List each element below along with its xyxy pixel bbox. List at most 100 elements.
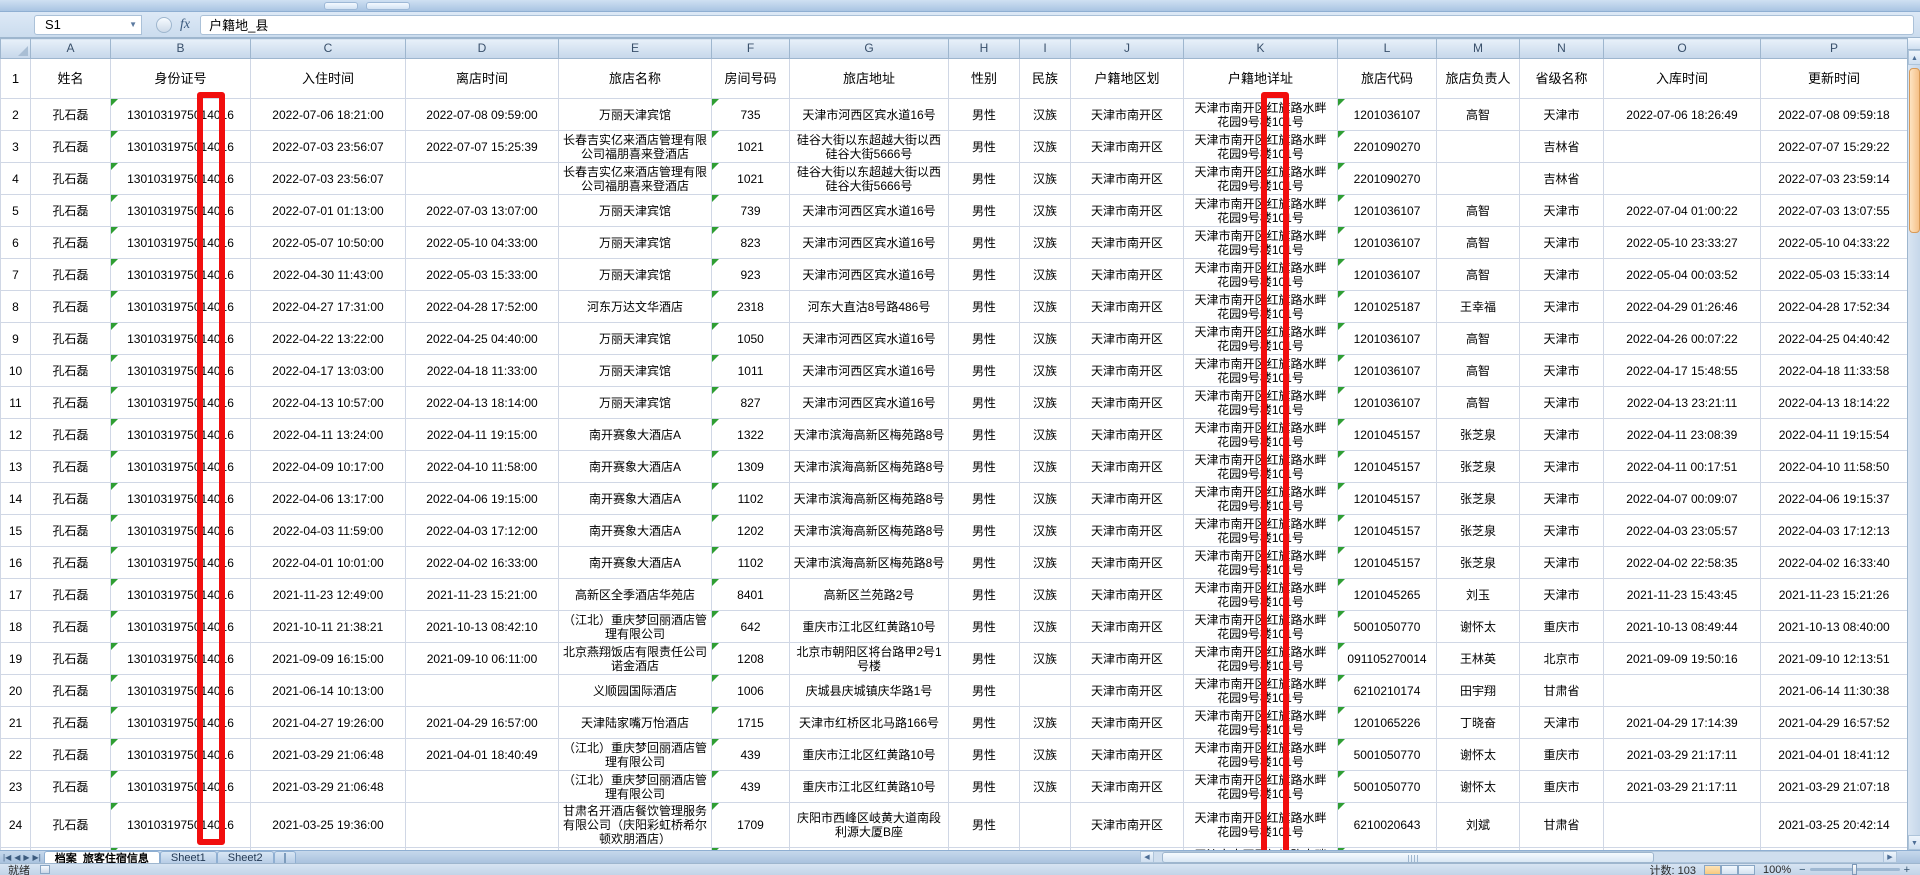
cell-A10[interactable]: 孔石磊 xyxy=(30,354,111,387)
cell-P19[interactable]: 2021-09-10 12:13:51 xyxy=(1760,642,1907,675)
cell-M15[interactable]: 张芝泉 xyxy=(1436,514,1520,547)
cell-E1[interactable]: 旅店名称 xyxy=(558,58,712,99)
cell-I22[interactable]: 汉族 xyxy=(1019,738,1071,771)
cell-O15[interactable]: 2022-04-03 23:05:57 xyxy=(1603,514,1761,547)
cell-J23[interactable]: 天津市南开区 xyxy=(1070,770,1184,803)
cell-J8[interactable]: 天津市南开区 xyxy=(1070,290,1184,323)
cell-B3[interactable]: 1301031975014016 xyxy=(110,130,251,163)
cell-N17[interactable]: 天津市 xyxy=(1519,578,1604,611)
column-header-N[interactable]: N xyxy=(1519,38,1604,59)
formula-input[interactable]: 户籍地_县 xyxy=(200,14,1914,35)
cell-A6[interactable]: 孔石磊 xyxy=(30,226,111,259)
cell-C18[interactable]: 2021-10-11 21:38:21 xyxy=(250,610,406,643)
column-header-P[interactable]: P xyxy=(1760,38,1907,59)
cell-L9[interactable]: 1201036107 xyxy=(1337,322,1437,355)
cell-G13[interactable]: 天津市滨海高新区梅苑路8号 xyxy=(789,450,949,483)
cell-K3[interactable]: 天津市南开区红旗路水畔 花园9号楼101号 xyxy=(1183,130,1338,163)
cell-H13[interactable]: 男性 xyxy=(948,450,1020,483)
cell-A3[interactable]: 孔石磊 xyxy=(30,130,111,163)
cell-D8[interactable]: 2022-04-28 17:52:00 xyxy=(405,290,559,323)
cell-F10[interactable]: 1011 xyxy=(711,354,790,387)
cell-A18[interactable]: 孔石磊 xyxy=(30,610,111,643)
cell-K16[interactable]: 天津市南开区红旗路水畔 花园9号楼101号 xyxy=(1183,546,1338,579)
cell-M18[interactable]: 谢怀太 xyxy=(1436,610,1520,643)
cell-G17[interactable]: 高新区兰苑路2号 xyxy=(789,578,949,611)
cell-M5[interactable]: 高智 xyxy=(1436,194,1520,227)
cell-O8[interactable]: 2022-04-29 01:26:46 xyxy=(1603,290,1761,323)
row-header-22[interactable]: 22 xyxy=(0,738,31,771)
cell-I13[interactable]: 汉族 xyxy=(1019,450,1071,483)
cell-D24[interactable] xyxy=(405,802,559,848)
cell-N12[interactable]: 天津市 xyxy=(1519,418,1604,451)
cell-J1[interactable]: 户籍地区划 xyxy=(1070,58,1184,99)
cell-B20[interactable]: 1301031975014016 xyxy=(110,674,251,707)
cell-P21[interactable]: 2021-04-29 16:57:52 xyxy=(1760,706,1907,739)
cell-L15[interactable]: 1201045157 xyxy=(1337,514,1437,547)
cell-G5[interactable]: 天津市河西区宾水道16号 xyxy=(789,194,949,227)
cell-A2[interactable]: 孔石磊 xyxy=(30,98,111,131)
zoom-slider-track[interactable] xyxy=(1809,864,1900,875)
cell-G23[interactable]: 重庆市江北区红黄路10号 xyxy=(789,770,949,803)
cell-J16[interactable]: 天津市南开区 xyxy=(1070,546,1184,579)
cell-C23[interactable]: 2021-03-29 21:06:48 xyxy=(250,770,406,803)
cell-H5[interactable]: 男性 xyxy=(948,194,1020,227)
cell-L8[interactable]: 1201025187 xyxy=(1337,290,1437,323)
column-header-B[interactable]: B xyxy=(110,38,251,59)
cell-J6[interactable]: 天津市南开区 xyxy=(1070,226,1184,259)
cell-F2[interactable]: 735 xyxy=(711,98,790,131)
horizontal-scrollbar[interactable]: ◀ ▶ xyxy=(1140,851,1897,863)
cell-P23[interactable]: 2021-03-29 21:07:18 xyxy=(1760,770,1907,803)
row-header-15[interactable]: 15 xyxy=(0,514,31,547)
column-header-J[interactable]: J xyxy=(1070,38,1184,59)
cell-F1[interactable]: 房间号码 xyxy=(711,58,790,99)
row-header-19[interactable]: 19 xyxy=(0,642,31,675)
cell-M6[interactable]: 高智 xyxy=(1436,226,1520,259)
cell-M16[interactable]: 张芝泉 xyxy=(1436,546,1520,579)
cell-G18[interactable]: 重庆市江北区红黄路10号 xyxy=(789,610,949,643)
cell-B4[interactable]: 1301031975014016 xyxy=(110,162,251,195)
cell-O10[interactable]: 2022-04-17 15:48:55 xyxy=(1603,354,1761,387)
cell-P15[interactable]: 2022-04-03 17:12:13 xyxy=(1760,514,1907,547)
cell-J13[interactable]: 天津市南开区 xyxy=(1070,450,1184,483)
cell-G1[interactable]: 旅店地址 xyxy=(789,58,949,99)
cell-L23[interactable]: 5001050770 xyxy=(1337,770,1437,803)
cell-M8[interactable]: 王幸福 xyxy=(1436,290,1520,323)
cell-E22[interactable]: （江北）重庆梦回丽酒店管理有限公司 xyxy=(558,738,712,771)
cell-H15[interactable]: 男性 xyxy=(948,514,1020,547)
horizontal-scroll-track[interactable] xyxy=(1154,851,1883,863)
column-header-C[interactable]: C xyxy=(250,38,406,59)
row-header-7[interactable]: 7 xyxy=(0,258,31,291)
cell-J19[interactable]: 天津市南开区 xyxy=(1070,642,1184,675)
cell-P16[interactable]: 2022-04-02 16:33:40 xyxy=(1760,546,1907,579)
cell-H10[interactable]: 男性 xyxy=(948,354,1020,387)
cell-J4[interactable]: 天津市南开区 xyxy=(1070,162,1184,195)
cell-K18[interactable]: 天津市南开区红旗路水畔 花园9号楼101号 xyxy=(1183,610,1338,643)
cell-B11[interactable]: 1301031975014016 xyxy=(110,386,251,419)
cell-N13[interactable]: 天津市 xyxy=(1519,450,1604,483)
cell-A14[interactable]: 孔石磊 xyxy=(30,482,111,515)
cell-O3[interactable] xyxy=(1603,130,1761,163)
cell-I3[interactable]: 汉族 xyxy=(1019,130,1071,163)
cell-A12[interactable]: 孔石磊 xyxy=(30,418,111,451)
cell-H20[interactable]: 男性 xyxy=(948,674,1020,707)
cell-B22[interactable]: 1301031975014016 xyxy=(110,738,251,771)
cell-K4[interactable]: 天津市南开区红旗路水畔 花园9号楼101号 xyxy=(1183,162,1338,195)
cell-A20[interactable]: 孔石磊 xyxy=(30,674,111,707)
cell-B17[interactable]: 1301031975014016 xyxy=(110,578,251,611)
cell-P17[interactable]: 2021-11-23 15:21:26 xyxy=(1760,578,1907,611)
cell-H24[interactable]: 男性 xyxy=(948,802,1020,848)
row-header-5[interactable]: 5 xyxy=(0,194,31,227)
cell-K6[interactable]: 天津市南开区红旗路水畔 花园9号楼101号 xyxy=(1183,226,1338,259)
cell-J15[interactable]: 天津市南开区 xyxy=(1070,514,1184,547)
cell-B6[interactable]: 1301031975014016 xyxy=(110,226,251,259)
cell-P3[interactable]: 2022-07-07 15:29:22 xyxy=(1760,130,1907,163)
column-header-I[interactable]: I xyxy=(1019,38,1071,59)
cell-K1[interactable]: 户籍地详址 xyxy=(1183,58,1338,99)
cell-K17[interactable]: 天津市南开区红旗路水畔 花园9号楼101号 xyxy=(1183,578,1338,611)
cell-C12[interactable]: 2022-04-11 13:24:00 xyxy=(250,418,406,451)
cell-E10[interactable]: 万丽天津宾馆 xyxy=(558,354,712,387)
cell-L17[interactable]: 1201045265 xyxy=(1337,578,1437,611)
cell-G10[interactable]: 天津市河西区宾水道16号 xyxy=(789,354,949,387)
cell-E23[interactable]: （江北）重庆梦回丽酒店管理有限公司 xyxy=(558,770,712,803)
cell-D13[interactable]: 2022-04-10 11:58:00 xyxy=(405,450,559,483)
